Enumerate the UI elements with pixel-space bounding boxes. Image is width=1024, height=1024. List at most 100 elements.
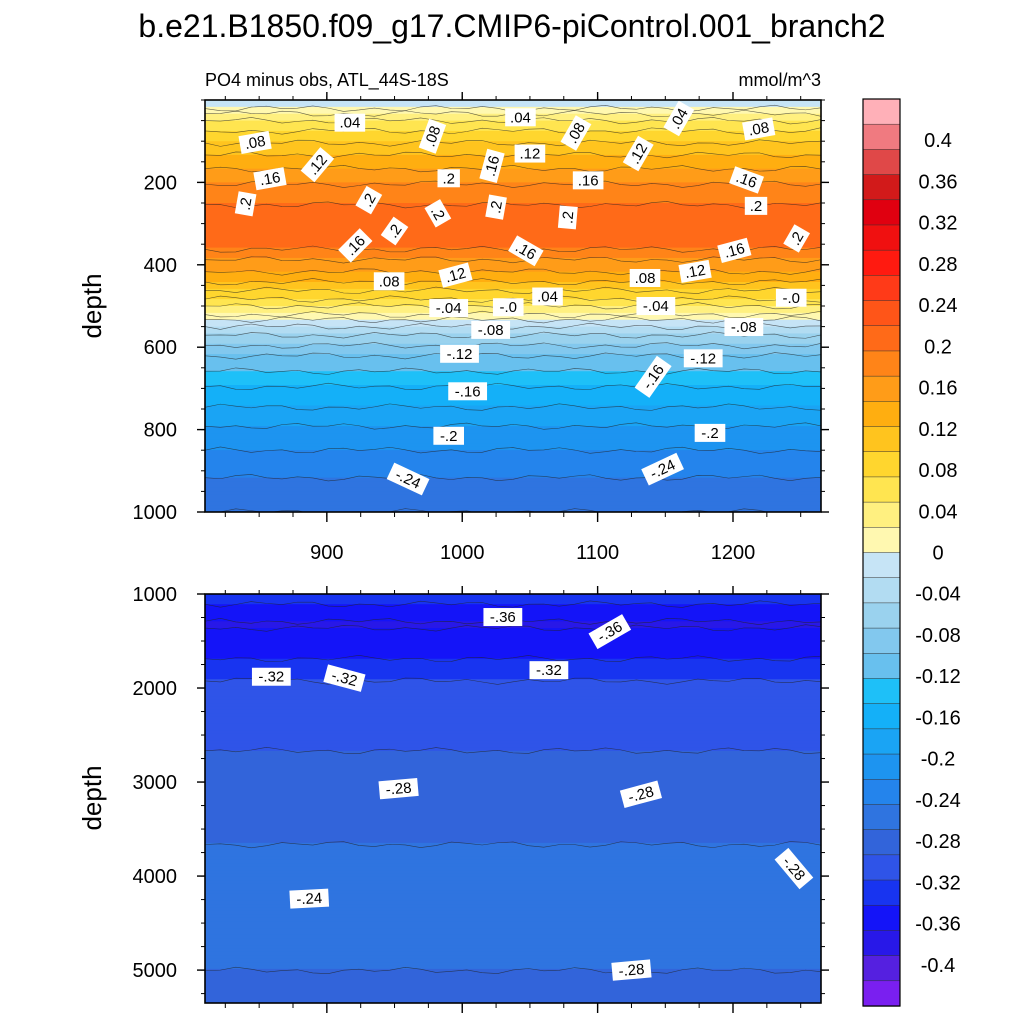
upper-contour-label: -.2 bbox=[694, 423, 726, 442]
upper-contour-label-text: .16 bbox=[482, 154, 504, 179]
upper-contour-label: .12 bbox=[678, 259, 712, 283]
lower-depth-band bbox=[205, 747, 821, 752]
lower-depth-band bbox=[205, 641, 821, 646]
lower-depth-band bbox=[205, 962, 821, 967]
lower-y-tick-label: 5000 bbox=[133, 960, 178, 982]
colorbar-swatch bbox=[862, 375, 901, 402]
upper-contour-label: -.2 bbox=[433, 426, 464, 445]
colorbar-swatch bbox=[862, 451, 901, 478]
upper-depth-band bbox=[205, 223, 821, 228]
colorbar-swatch bbox=[862, 980, 901, 1007]
upper-depth-band bbox=[205, 165, 821, 170]
lower-depth-band bbox=[205, 975, 821, 980]
upper-depth-band bbox=[205, 175, 821, 180]
upper-depth-band bbox=[205, 484, 821, 489]
upper-depth-band bbox=[205, 237, 821, 242]
upper-contour-label-box bbox=[386, 462, 430, 496]
upper-depth-band bbox=[205, 391, 821, 396]
upper-depth-band bbox=[205, 199, 821, 204]
upper-depth-band bbox=[205, 254, 821, 259]
upper-contour-line bbox=[205, 446, 821, 454]
upper-contour-label: .16 bbox=[572, 171, 604, 190]
lower-depth-band bbox=[205, 866, 821, 871]
upper-contour-label-box bbox=[532, 287, 563, 306]
upper-depth-band bbox=[205, 271, 821, 276]
lower-depth-band bbox=[205, 839, 821, 844]
lower-depth-band bbox=[205, 917, 821, 922]
upper-contour-label-box bbox=[424, 199, 452, 228]
lower-depth-band bbox=[205, 737, 821, 742]
lower-contour-line bbox=[205, 966, 821, 974]
upper-contour-line bbox=[205, 127, 821, 135]
lower-depth-band bbox=[205, 720, 821, 725]
upper-depth-band bbox=[205, 340, 821, 345]
upper-depth-band bbox=[205, 381, 821, 386]
upper-depth-band bbox=[205, 127, 821, 132]
upper-contour-line bbox=[205, 474, 821, 482]
colorbar-swatch bbox=[862, 275, 901, 302]
lower-panel: -.36-.36-.32 -.32 -.32-.28 -.28-.28-.24-.28… bbox=[77, 584, 829, 1013]
upper-depth-band bbox=[205, 100, 821, 105]
upper-depth-band bbox=[205, 467, 821, 472]
upper-y-axis-label: depth bbox=[77, 273, 107, 338]
upper-depth-band bbox=[205, 409, 821, 414]
upper-contour-label-box bbox=[448, 382, 488, 401]
lower-depth-band bbox=[205, 880, 821, 885]
upper-contour-label-text: .2 bbox=[750, 198, 763, 215]
upper-panel: .04 .04 .04 .08 .12 .08 .08 .08 .12 .12 .16 .16 .16.… bbox=[77, 92, 829, 564]
upper-depth-band bbox=[205, 292, 821, 297]
upper-contour-label: .08 bbox=[629, 268, 661, 287]
colorbar-swatch bbox=[862, 879, 901, 906]
lower-contour-line bbox=[205, 600, 821, 608]
upper-contour-label: .2 bbox=[380, 216, 409, 246]
upper-depth-band bbox=[205, 453, 821, 458]
upper-contour-label-text: .2 bbox=[237, 196, 256, 211]
upper-contour-label-box bbox=[338, 228, 373, 263]
upper-depth-band bbox=[205, 405, 821, 410]
upper-depth-band bbox=[205, 463, 821, 468]
lower-contour-label: -.28 bbox=[619, 780, 663, 808]
upper-units: mmol/m^3 bbox=[739, 70, 821, 90]
upper-contour-label-text: .2 bbox=[487, 200, 506, 215]
upper-depth-band bbox=[205, 357, 821, 362]
upper-contour-line bbox=[205, 278, 821, 286]
upper-contour-label-box bbox=[783, 224, 811, 253]
upper-depth-band bbox=[205, 336, 821, 341]
upper-depth-band bbox=[205, 220, 821, 225]
lower-y-tick-label: 1000 bbox=[133, 584, 178, 606]
lower-contour-label: -.24 bbox=[289, 888, 330, 909]
lower-depth-band bbox=[205, 689, 821, 694]
upper-contour-label-text: -.0 bbox=[500, 299, 518, 316]
upper-depth-band bbox=[205, 412, 821, 417]
upper-contour-label-text: .04 bbox=[339, 115, 360, 132]
lower-contour-label-box bbox=[483, 608, 523, 627]
upper-contour-line bbox=[205, 201, 821, 209]
upper-depth-band bbox=[205, 374, 821, 379]
upper-contour-label-text: -.08 bbox=[731, 319, 757, 336]
upper-contour-label-text: .08 bbox=[421, 124, 444, 149]
lower-depth-band bbox=[205, 686, 821, 691]
colorbar-label: 0.32 bbox=[919, 213, 958, 235]
upper-contour-label-box bbox=[678, 259, 712, 283]
upper-depth-band bbox=[205, 439, 821, 444]
upper-contour-line bbox=[205, 295, 821, 303]
lower-depth-band bbox=[205, 934, 821, 939]
upper-contour-label-text: .08 bbox=[635, 270, 656, 287]
lower-depth-band bbox=[205, 965, 821, 970]
upper-contour-label: .2 bbox=[557, 205, 578, 230]
lower-depth-band bbox=[205, 733, 821, 738]
upper-depth-band bbox=[205, 477, 821, 482]
colorbar-swatch bbox=[862, 224, 901, 251]
upper-contour-label: -.16 bbox=[448, 382, 488, 401]
colorbar-swatch bbox=[862, 753, 901, 780]
lower-contour-label-text: -.28 bbox=[618, 961, 645, 980]
colorbar-swatch bbox=[862, 577, 901, 604]
upper-x-tick-label: 900 bbox=[310, 542, 343, 564]
lower-depth-band bbox=[205, 757, 821, 762]
upper-contour-label-box bbox=[234, 191, 257, 217]
lower-y-tick-label: 4000 bbox=[133, 866, 178, 888]
upper-depth-band bbox=[205, 326, 821, 331]
upper-contour-label: .2 bbox=[783, 224, 811, 253]
lower-contour-label-box bbox=[619, 780, 663, 808]
lower-contour-label-box bbox=[529, 661, 569, 680]
